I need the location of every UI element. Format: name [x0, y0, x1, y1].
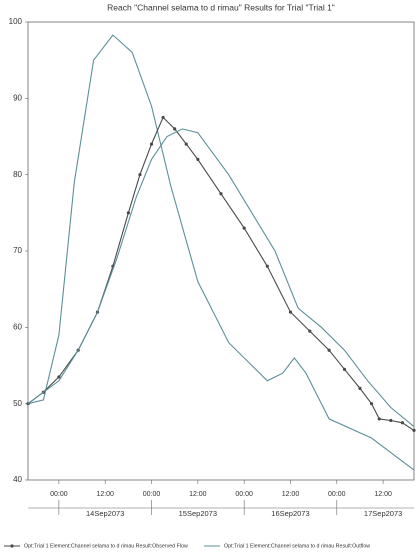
date-label: 16Sep2073 [271, 509, 309, 518]
series-marker [161, 115, 165, 120]
legend-label: Opt:Trial 1 Element:Channel selama to d … [24, 543, 188, 549]
series-marker [149, 142, 154, 146]
legend-label: Opt:Trial 1 Element:Channel selama to d … [224, 543, 370, 549]
y-tick-label: 70 [13, 246, 22, 255]
series-marker [126, 211, 130, 215]
series-marker [173, 127, 177, 131]
series-marker [412, 428, 416, 432]
legend-marker [10, 544, 14, 548]
series-marker [358, 386, 362, 390]
series-marker [242, 226, 246, 230]
x-tick-label: 00:00 [50, 491, 68, 498]
series-marker [184, 142, 188, 146]
x-tick-label: 12:00 [374, 491, 392, 498]
series-marker [308, 329, 312, 333]
series-marker [196, 157, 200, 161]
series-marker [327, 348, 331, 352]
chart-title: Reach "Channel selama to d rimau" Result… [107, 2, 335, 12]
series-marker [219, 192, 223, 196]
series-marker [265, 264, 269, 268]
series-line [27, 34, 415, 471]
series-marker [138, 173, 142, 177]
series-marker [389, 418, 393, 423]
y-tick-label: 50 [13, 399, 22, 408]
x-tick-label: 12:00 [96, 491, 114, 498]
date-label: 14Sep2073 [86, 509, 124, 518]
y-tick-label: 60 [13, 322, 22, 331]
date-label: 15Sep2073 [179, 509, 217, 518]
y-tick-label: 100 [9, 17, 23, 26]
y-tick-label: 80 [13, 170, 22, 179]
series-marker [288, 310, 293, 314]
series-marker [400, 421, 405, 425]
series-line [27, 128, 415, 428]
x-tick-label: 00:00 [328, 491, 346, 498]
y-tick-label: 40 [13, 475, 22, 484]
series-marker [57, 375, 61, 379]
x-tick-label: 00:00 [143, 491, 161, 498]
y-tick-label: 90 [13, 93, 22, 102]
series-marker [342, 367, 347, 371]
x-tick-label: 12:00 [189, 491, 207, 498]
x-tick-label: 12:00 [282, 491, 300, 498]
date-label: 17Sep2073 [364, 509, 402, 518]
series-marker [369, 402, 374, 406]
x-tick-label: 00:00 [235, 491, 253, 498]
series-marker [377, 417, 381, 421]
